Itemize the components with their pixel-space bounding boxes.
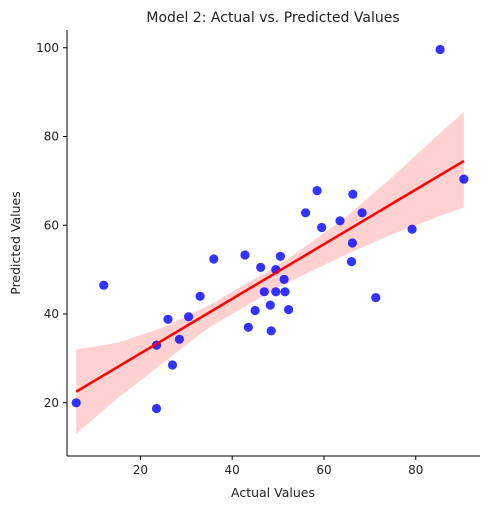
- x-tick-label: 60: [316, 463, 331, 477]
- y-tick-label: 20: [44, 396, 59, 410]
- data-point: [346, 257, 357, 267]
- x-tick-label: 40: [225, 463, 240, 477]
- y-tick-label: 60: [44, 218, 59, 232]
- data-point: [317, 222, 327, 233]
- data-point: [335, 216, 345, 226]
- data-point: [312, 186, 322, 196]
- data-point: [99, 280, 109, 290]
- y-tick-label: 80: [44, 130, 59, 144]
- x-tick-label: 80: [408, 463, 423, 477]
- data-point: [259, 287, 269, 297]
- data-point: [407, 224, 417, 234]
- data-point: [459, 174, 469, 184]
- data-point: [209, 254, 219, 264]
- confidence-band: [76, 112, 464, 434]
- chart-title: Model 2: Actual vs. Predicted Values: [146, 10, 399, 26]
- data-point: [357, 208, 367, 218]
- data-point: [240, 250, 250, 260]
- data-point: [195, 291, 205, 301]
- y-tick-label: 40: [44, 307, 59, 321]
- y-axis-label: Predicted Values: [8, 191, 23, 295]
- data-point: [348, 189, 358, 199]
- data-point: [275, 251, 285, 261]
- data-point: [163, 314, 173, 324]
- data-point: [71, 398, 81, 408]
- data-point: [371, 293, 381, 303]
- data-point: [280, 287, 290, 297]
- data-point: [301, 208, 311, 218]
- data-point: [265, 300, 275, 310]
- data-point: [279, 274, 289, 284]
- data-point: [151, 403, 162, 414]
- data-point: [266, 326, 276, 336]
- data-point: [435, 44, 445, 55]
- data-point: [347, 238, 357, 248]
- data-point: [256, 262, 266, 272]
- x-axis-label: Actual Values: [231, 485, 315, 500]
- data-point: [271, 287, 281, 297]
- data-point: [167, 360, 178, 370]
- data-point: [174, 334, 184, 344]
- y-tick-label: 100: [36, 41, 59, 55]
- data-point: [250, 305, 260, 316]
- data-point: [284, 305, 294, 315]
- data-point: [243, 322, 253, 332]
- data-point: [184, 312, 194, 322]
- regression-line: [75, 159, 465, 393]
- x-tick-label: 20: [133, 463, 148, 477]
